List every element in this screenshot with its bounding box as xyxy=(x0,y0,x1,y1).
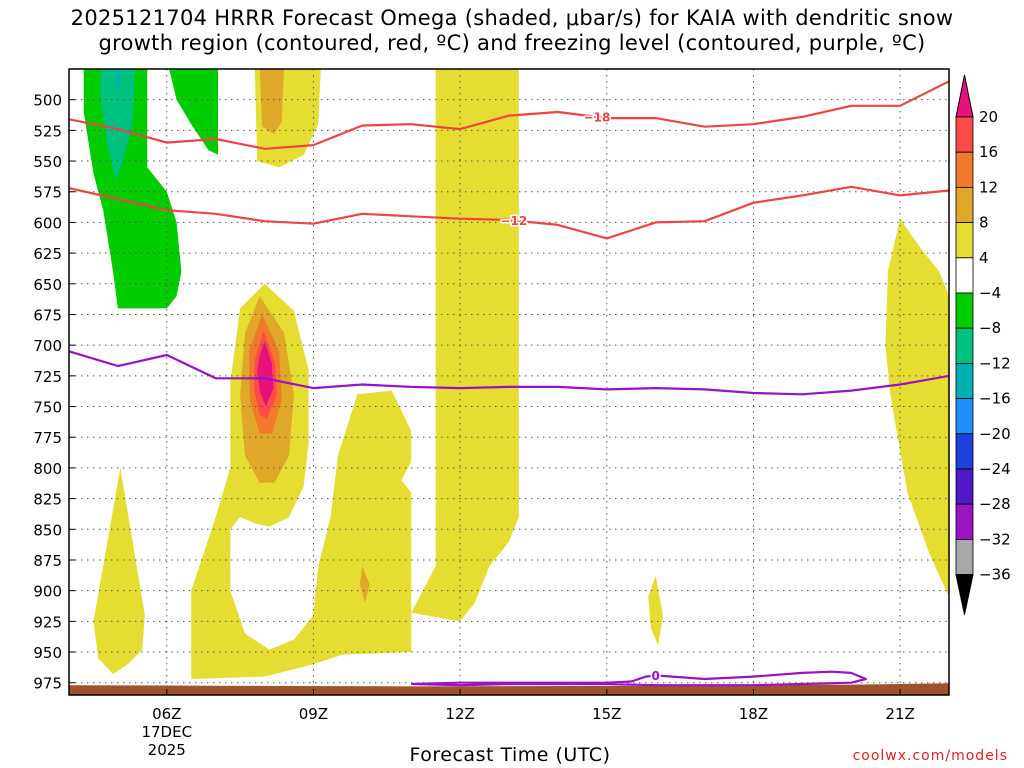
colorbar-label-7: −12 xyxy=(979,354,1011,372)
chart-title: 2025121704 HRRR Forecast Omega (shaded, … xyxy=(0,6,1024,56)
colorbar-label-4: 4 xyxy=(979,249,989,267)
colorbar-segment-11 xyxy=(955,503,974,540)
colorbar-bottom-arrow xyxy=(955,574,974,615)
colorbar-label-9: −20 xyxy=(979,425,1011,443)
ytick-label-975: 975 xyxy=(33,675,62,693)
ytick-label-950: 950 xyxy=(33,644,62,662)
omega-region-lift-spot-05z xyxy=(93,467,145,675)
contour-line-2 xyxy=(69,350,949,396)
ytick-label-650: 650 xyxy=(33,276,62,294)
colorbar-segment-10 xyxy=(955,468,974,505)
y-axis: 500 525 550 575 600 625 650 675 700 725 750 775 800 8… xyxy=(33,92,75,693)
x-axis-title: Forecast Time (UTC) xyxy=(409,744,611,766)
xtick-date-06Z: 17DEC xyxy=(141,723,192,741)
xtick-label-21Z: 21Z xyxy=(885,705,914,723)
ytick-label-750: 750 xyxy=(33,399,62,417)
colorbar-label-5: −4 xyxy=(979,284,1001,302)
chart-title-line-2: growth region (contoured, red, ºC) and f… xyxy=(98,31,926,55)
omega-region-lift-spot-16z xyxy=(648,575,663,646)
colorbar-label-3: 8 xyxy=(979,214,989,232)
colorbar: 20 16 12 8 4 −4 −8 −12 −16 −20 −24 −28 −32 −36 xyxy=(955,74,1011,615)
colorbar-label-11: −28 xyxy=(979,495,1011,513)
xtick-year-06Z: 2025 xyxy=(148,741,186,759)
colorbar-segment-12 xyxy=(955,539,974,576)
colorbar-segment-4 xyxy=(955,257,974,294)
contour-label-1: −12 xyxy=(501,214,528,228)
colorbar-label-1: 16 xyxy=(979,143,998,161)
colorbar-segment-7 xyxy=(955,362,974,399)
xtick-label-12Z: 12Z xyxy=(445,705,474,723)
contour-line-0 xyxy=(69,80,949,150)
omega-region-sink-core-05z-12 xyxy=(115,69,121,88)
contour-line-1 xyxy=(69,185,949,240)
colorbar-segment-2 xyxy=(955,186,974,223)
terrain xyxy=(69,683,949,695)
ytick-label-500: 500 xyxy=(33,92,62,110)
ytick-label-525: 525 xyxy=(33,122,62,140)
colorbar-label-8: −16 xyxy=(979,390,1011,408)
contour-labels: −18 −12 0 xyxy=(499,109,661,684)
colorbar-label-2: 12 xyxy=(979,178,998,196)
ytick-label-575: 575 xyxy=(33,184,62,202)
omega-region-lift-cap-08z-8 xyxy=(259,69,285,135)
grid-lines xyxy=(69,69,949,695)
omega-region-lift-spot-10z-8 xyxy=(359,566,370,603)
ytick-label-550: 550 xyxy=(33,153,62,171)
colorbar-segment-5 xyxy=(955,292,974,329)
ytick-label-675: 675 xyxy=(33,306,62,324)
ytick-label-825: 825 xyxy=(33,491,62,509)
colorbar-label-0: 20 xyxy=(979,108,998,126)
colorbar-segment-6 xyxy=(955,327,974,364)
xtick-label-09Z: 09Z xyxy=(299,705,328,723)
omega-region-lift-core-08z-4 xyxy=(191,283,412,679)
colorbar-label-12: −32 xyxy=(979,530,1011,548)
colorbar-segment-9 xyxy=(955,433,974,470)
ytick-label-600: 600 xyxy=(33,214,62,232)
xtick-label-06Z: 06Z xyxy=(152,705,181,723)
ytick-label-800: 800 xyxy=(33,460,62,478)
colorbar-label-13: −36 xyxy=(979,566,1011,584)
omega-shading xyxy=(83,69,949,679)
xtick-label-18Z: 18Z xyxy=(739,705,768,723)
omega-region-sink-core-05z-8 xyxy=(100,69,135,180)
colorbar-label-10: −24 xyxy=(979,460,1011,478)
colorbar-segment-3 xyxy=(955,222,974,259)
ytick-label-850: 850 xyxy=(33,521,62,539)
contour-line-3 xyxy=(411,670,868,687)
contour-label-3: 0 xyxy=(651,669,659,683)
xtick-label-15Z: 15Z xyxy=(592,705,621,723)
colorbar-segment-1 xyxy=(955,151,974,188)
omega-region-lift-band-21z xyxy=(885,218,949,597)
contour-label-0: −18 xyxy=(584,110,611,124)
credit-text: coolwx.com/models xyxy=(852,748,1008,764)
colorbar-top-arrow xyxy=(955,74,974,118)
omega-region-sink-band-07z xyxy=(169,69,219,155)
colorbar-segment-0 xyxy=(955,116,974,153)
ytick-label-875: 875 xyxy=(33,552,62,570)
terrain-fill xyxy=(69,683,949,695)
chart-title-line-1: 2025121704 HRRR Forecast Omega (shaded, … xyxy=(70,6,954,30)
omega-region-lift-core-08z-20 xyxy=(257,341,274,407)
ytick-label-925: 925 xyxy=(33,613,62,631)
colorbar-label-6: −8 xyxy=(979,319,1001,337)
ytick-label-625: 625 xyxy=(33,245,62,263)
ytick-label-775: 775 xyxy=(33,429,62,447)
ytick-label-900: 900 xyxy=(33,583,62,601)
ytick-label-700: 700 xyxy=(33,337,62,355)
plot-frame xyxy=(68,68,950,696)
colorbar-segment-8 xyxy=(955,398,974,435)
isotherm-contours xyxy=(69,80,949,687)
ytick-label-725: 725 xyxy=(33,368,62,386)
